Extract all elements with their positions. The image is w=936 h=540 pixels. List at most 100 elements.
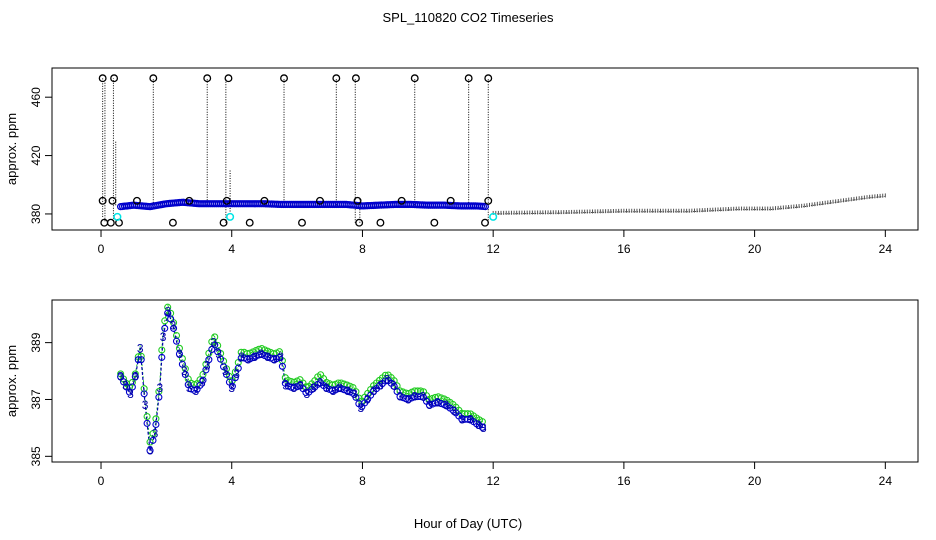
- flagged-point: [355, 218, 364, 227]
- faint-point: [573, 209, 575, 214]
- blue-point: [164, 309, 172, 317]
- faint-point: [693, 208, 695, 213]
- faint-point: [780, 205, 782, 210]
- blue-point: [202, 366, 210, 374]
- blue-marker-3: 3: [137, 341, 144, 355]
- faint-point: [845, 197, 847, 202]
- faint-point: [639, 208, 641, 213]
- blue-marker-3: 3: [258, 347, 265, 361]
- faint-point: [869, 194, 871, 199]
- faint-point: [727, 207, 729, 212]
- faint-point: [827, 200, 829, 205]
- faint-point: [754, 206, 756, 211]
- faint-point: [730, 206, 732, 211]
- faint-point: [816, 201, 818, 206]
- faint-point: [782, 205, 784, 210]
- blue-marker-3: 3: [152, 427, 159, 441]
- blue-marker-3: 3: [192, 384, 199, 398]
- blue-point: [175, 350, 183, 358]
- cyan-point: [489, 212, 498, 221]
- blue-marker-3: 3: [442, 398, 449, 412]
- faint-point: [748, 206, 750, 211]
- blue-point: [302, 388, 310, 397]
- faint-point: [610, 209, 612, 214]
- blue-marker-3: 3: [156, 381, 163, 395]
- green-series-line: [120, 303, 484, 443]
- flagged-point: [110, 74, 119, 83]
- faint-point: [584, 209, 586, 214]
- x-tick-label: 16: [617, 242, 631, 256]
- faint-point: [733, 206, 735, 211]
- blue-point: [278, 362, 286, 370]
- blue-marker-3: 3: [277, 350, 284, 364]
- blue-point: [128, 383, 136, 391]
- blue-point: [352, 393, 360, 401]
- blue-point: [234, 364, 242, 372]
- cyan-point: [226, 212, 235, 221]
- flagged-point: [203, 74, 212, 83]
- green-point: [149, 430, 157, 438]
- faint-point: [822, 201, 824, 206]
- faint-point: [555, 210, 557, 215]
- faint-point: [495, 210, 497, 215]
- faint-point: [761, 206, 763, 211]
- blue-marker-3: 3: [371, 384, 378, 398]
- flagged-point: [100, 218, 109, 227]
- chart-title: SPL_110820 CO2 Timeseries: [382, 10, 554, 25]
- faint-point: [884, 193, 886, 198]
- blue-point: [152, 420, 160, 429]
- blue-marker-3: 3: [330, 384, 337, 398]
- faint-point: [497, 210, 499, 215]
- blue-point: [181, 370, 189, 379]
- faint-point: [704, 208, 706, 213]
- x-tick-label: 8: [359, 474, 366, 488]
- green-point: [140, 385, 148, 393]
- blue-marker-3: 3: [210, 336, 217, 350]
- blue-point: [161, 324, 169, 332]
- faint-point: [607, 209, 609, 214]
- blue-marker-3: 3: [132, 370, 139, 384]
- faint-point: [801, 203, 803, 208]
- faint-point: [657, 208, 659, 213]
- faint-point: [714, 207, 716, 212]
- faint-point: [675, 208, 677, 213]
- blue-marker-3: 3: [245, 353, 252, 367]
- green-point: [117, 370, 125, 378]
- x-tick-label: 20: [748, 474, 762, 488]
- blue-point: [143, 419, 151, 427]
- blue-marker-3: 3: [420, 390, 427, 404]
- faint-point: [597, 209, 599, 214]
- faint-point: [777, 205, 779, 210]
- blue-marker-3: 3: [147, 444, 154, 458]
- faint-point: [840, 198, 842, 203]
- x-tick-label: 4: [228, 242, 235, 256]
- faint-point: [769, 206, 771, 211]
- faint-point: [829, 200, 831, 205]
- flagged-point: [484, 74, 493, 83]
- blue-point: [131, 373, 139, 381]
- faint-point: [550, 210, 552, 215]
- faint-point: [586, 209, 588, 214]
- faint-point: [709, 207, 711, 212]
- flagged-point: [316, 196, 324, 205]
- flagged-point: [397, 196, 406, 205]
- blue-marker-3: 3: [264, 350, 271, 364]
- faint-point: [534, 210, 536, 215]
- faint-point: [756, 206, 758, 211]
- faint-point: [858, 196, 860, 201]
- blue-marker-3: 3: [199, 375, 206, 389]
- faint-point: [636, 208, 638, 213]
- blue-point: [134, 356, 142, 364]
- blue-marker-3: 3: [233, 367, 240, 381]
- flagged-point: [222, 196, 231, 205]
- blue-marker-3: 3: [336, 381, 343, 395]
- faint-point: [510, 210, 512, 215]
- faint-point: [767, 206, 769, 211]
- blue-point: [170, 324, 178, 332]
- faint-point: [707, 207, 709, 212]
- faint-point: [811, 202, 813, 207]
- blue-point: [390, 382, 398, 390]
- blue-marker-3: 3: [411, 390, 418, 404]
